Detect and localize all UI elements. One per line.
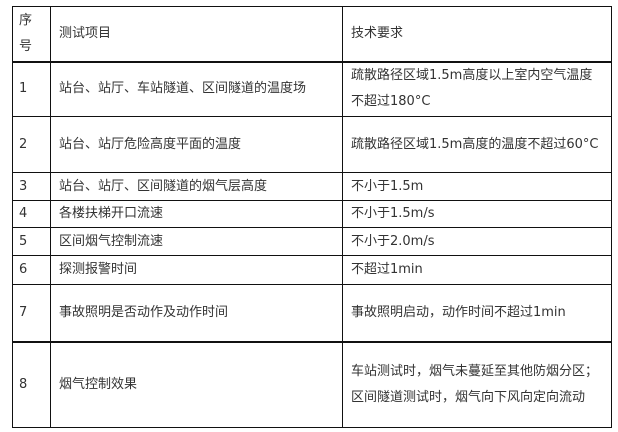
row-no: 1 xyxy=(12,61,51,117)
table-row: 2 站台、站厅危险高度平面的温度 疏散路径区域1.5m高度的温度不超过60°C xyxy=(12,116,612,173)
row-item: 站台、站厅、区间隧道的烟气层高度 xyxy=(50,172,343,201)
row-item: 站台、站厅、车站隧道、区间隧道的温度场 xyxy=(50,61,343,117)
row-no: 7 xyxy=(12,284,51,343)
row-requirement: 不小于2.0m/s xyxy=(342,227,612,256)
row-requirement: 疏散路径区域1.5m高度以上室内空气温度不超过180°C xyxy=(342,61,612,117)
row-no: 3 xyxy=(12,172,51,201)
row-no: 6 xyxy=(12,255,51,285)
row-requirement: 事故照明启动，动作时间不超过1min xyxy=(342,284,612,343)
table-row: 7 事故照明是否动作及动作时间 事故照明启动，动作时间不超过1min xyxy=(12,284,612,343)
test-requirements-table: 序号 测试项目 技术要求 1 站台、站厅、车站隧道、区间隧道的温度场 疏散路径区… xyxy=(12,6,612,428)
row-item: 事故照明是否动作及动作时间 xyxy=(50,284,343,343)
table-row: 1 站台、站厅、车站隧道、区间隧道的温度场 疏散路径区域1.5m高度以上室内空气… xyxy=(12,61,612,117)
table-row: 4 各楼扶梯开口流速 不小于1.5m/s xyxy=(12,200,612,228)
row-item: 探测报警时间 xyxy=(50,255,343,285)
row-requirement: 不超过1min xyxy=(342,255,612,285)
row-no: 2 xyxy=(12,116,51,173)
table-row: 8 烟气控制效果 车站测试时，烟气未蔓延至其他防烟分区；区间隧道测试时，烟气向下… xyxy=(12,341,612,428)
row-no: 5 xyxy=(12,227,51,256)
table-header-row: 序号 测试项目 技术要求 xyxy=(12,6,612,63)
header-item: 测试项目 xyxy=(50,6,343,63)
header-requirement: 技术要求 xyxy=(342,6,612,63)
row-requirement: 疏散路径区域1.5m高度的温度不超过60°C xyxy=(342,116,612,173)
row-item: 烟气控制效果 xyxy=(50,341,343,428)
header-no: 序号 xyxy=(12,6,51,63)
row-item: 各楼扶梯开口流速 xyxy=(50,200,343,228)
row-item: 站台、站厅危险高度平面的温度 xyxy=(50,116,343,173)
row-no: 8 xyxy=(12,341,51,428)
table-row: 5 区间烟气控制流速 不小于2.0m/s xyxy=(12,227,612,256)
row-no: 4 xyxy=(12,200,51,228)
table-row: 6 探测报警时间 不超过1min xyxy=(12,255,612,285)
row-requirement: 车站测试时，烟气未蔓延至其他防烟分区；区间隧道测试时，烟气向下风向定向流动 xyxy=(342,341,612,428)
row-requirement: 不小于1.5m xyxy=(342,172,612,201)
row-requirement: 不小于1.5m/s xyxy=(342,200,612,228)
table-row: 3 站台、站厅、区间隧道的烟气层高度 不小于1.5m xyxy=(12,172,612,201)
row-item: 区间烟气控制流速 xyxy=(50,227,343,256)
